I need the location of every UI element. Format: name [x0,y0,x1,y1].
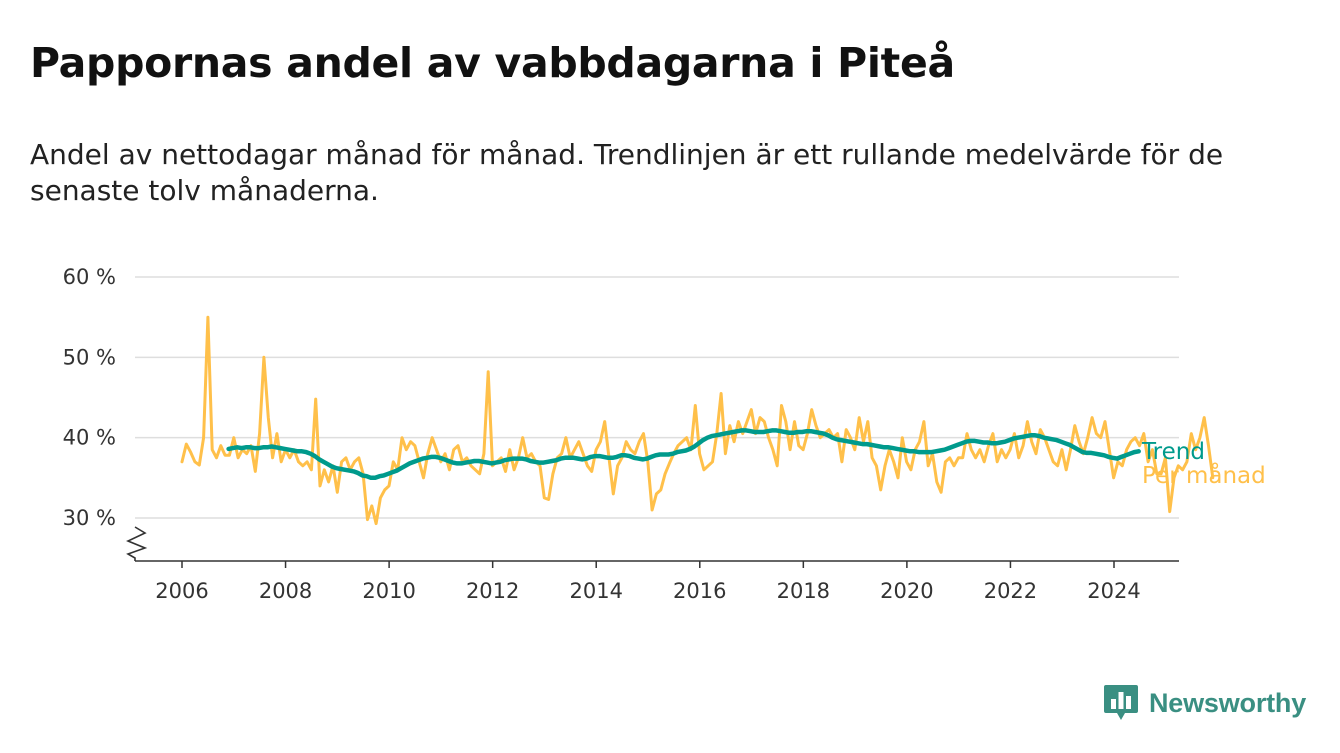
trend-line [226,428,1141,481]
y-tick-label: 40 % [63,426,116,450]
x-tick-label: 2014 [569,579,622,603]
y-tick-label: 60 % [63,265,116,289]
monthly-label: Per månad [1142,461,1266,489]
x-tick-label: 2022 [984,579,1037,603]
chart-subtitle: Andel av nettodagar månad för månad. Tre… [30,138,1224,207]
x-tick-label: 2010 [362,579,415,603]
x-tick-label: 2012 [466,579,519,603]
monthly-line [180,315,1215,526]
y-tick-label: 50 % [63,345,116,369]
x-tick-label: 2018 [777,579,830,603]
x-tick-label: 2024 [1087,579,1140,603]
series-group [180,315,1215,526]
x-tick-label: 2016 [673,579,726,603]
brand-name: Newsworthy [1149,687,1307,718]
x-tick-label: 2020 [880,579,933,603]
trend-label: Trend [1141,439,1205,465]
newsworthy-logo-icon [1104,685,1138,720]
y-axis-ticks: 30 % 40 % 50 % 60 % [63,265,116,530]
chart-title: Pappornas andel av vabbdagarna i Piteå [30,39,955,87]
x-tick-label: 2008 [259,579,312,603]
y-tick-label: 30 % [63,506,116,530]
x-tick-label: 2006 [155,579,208,603]
newsworthy-logo: Newsworthy [1103,683,1306,723]
x-axis [126,526,1179,562]
x-axis-ticks: 2006 2008 2010 2012 2014 2016 2018 2020 2022 2024 [155,561,1141,603]
axis-break-icon [126,526,148,561]
grid-lines [135,276,1179,519]
